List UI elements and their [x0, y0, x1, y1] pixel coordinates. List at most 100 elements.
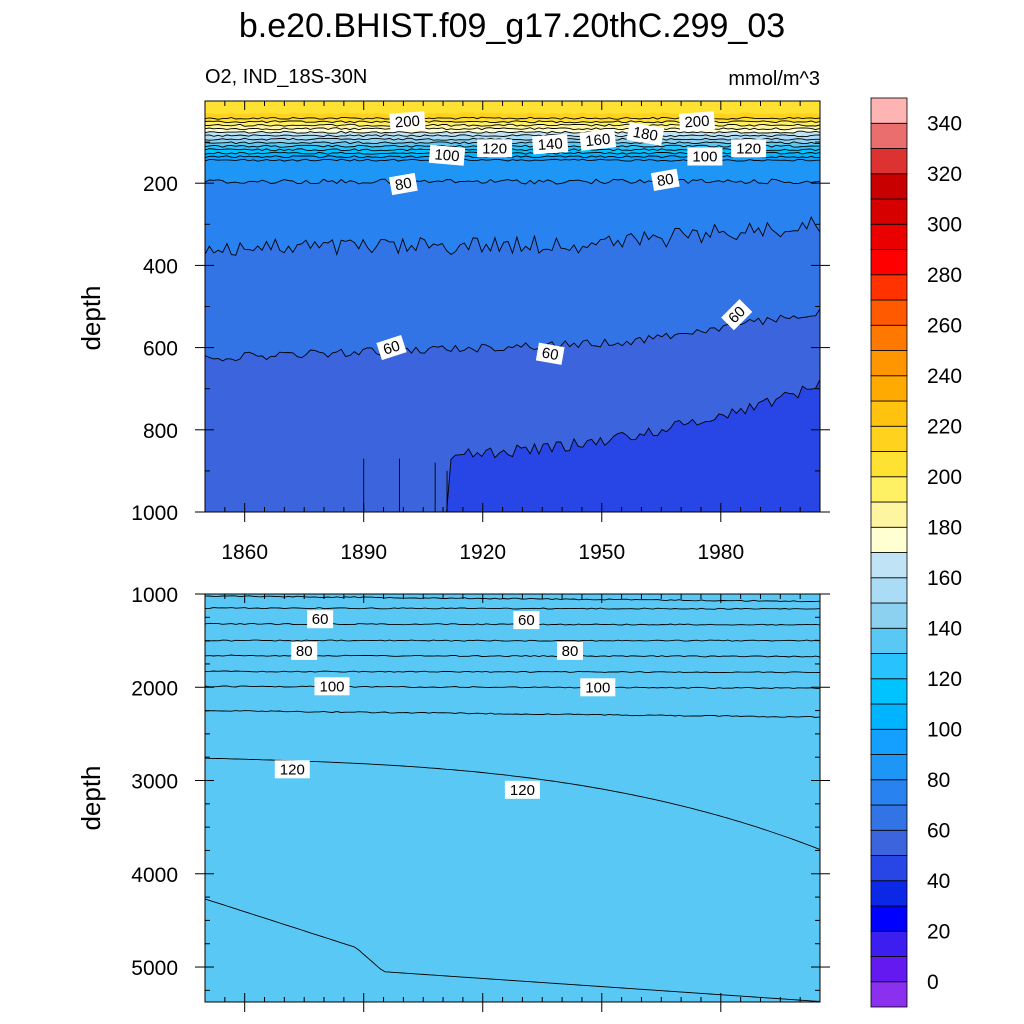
colorbar-swatch	[870, 97, 908, 124]
contour-label: 120	[504, 780, 540, 799]
colorbar-swatch	[870, 829, 908, 856]
colorbar-swatch	[870, 855, 908, 882]
contour-label-text: 100	[692, 149, 717, 166]
colorbar-swatch	[870, 400, 908, 427]
contour-label: 60	[535, 342, 565, 365]
contour-label-text: 160	[585, 131, 612, 151]
colorbar-swatch	[870, 627, 908, 654]
contour-label-text: 140	[537, 135, 563, 154]
contour-line	[205, 607, 821, 610]
colorbar-label: 60	[927, 819, 950, 842]
upper-contour-lines	[204, 116, 821, 513]
contour-label: 80	[389, 172, 418, 196]
contour-label: 60	[307, 610, 334, 629]
colorbar-swatch	[870, 476, 908, 503]
contour-line	[204, 141, 821, 145]
colorbar-label: 100	[927, 718, 962, 741]
contour-label-text: 120	[510, 782, 535, 799]
colorbar-label: 300	[927, 213, 962, 236]
lower-panel: 60 60 80 80 100 100 120 120 1000 2000 3000 4000 500…	[76, 584, 830, 1012]
colorbar-swatch	[870, 703, 908, 730]
contour-line	[204, 120, 821, 124]
contour-label-text: 60	[518, 612, 535, 629]
colorbar-label: 220	[927, 415, 962, 438]
colorbar-swatch	[870, 173, 908, 200]
contour-label: 180	[626, 121, 665, 146]
contour-label: 100	[314, 677, 350, 696]
y-tick-label: 200	[143, 173, 178, 196]
colorbar-swatch	[870, 324, 908, 351]
contour-label-text: 60	[312, 611, 329, 628]
lower-plot-frame	[204, 593, 821, 1003]
colorbar: 0 20 40 60 80 100 120 140 160 180 200 220 240 260 280 3…	[870, 97, 962, 1008]
contour-label: 200	[678, 111, 716, 132]
contour-line	[204, 308, 821, 362]
contour-label-text: 80	[562, 643, 579, 660]
contour-label: 80	[557, 641, 583, 660]
contour-label-text: 180	[632, 124, 660, 145]
upper-y-axis-label: depth	[76, 285, 106, 350]
colorbar-label: 320	[927, 163, 962, 186]
colorbar-swatch	[870, 299, 908, 326]
colorbar-swatch	[870, 804, 908, 831]
colorbar-label: 200	[927, 466, 962, 489]
colorbar-swatch	[870, 425, 908, 452]
contour-line	[204, 144, 820, 148]
x-tick-label: 1860	[221, 541, 268, 564]
contour-line	[204, 216, 821, 257]
upper-panel: 200 200 180 160 140 120 120 100 100 80 80 60 60 60 18…	[76, 100, 830, 564]
contour-line	[205, 123, 821, 127]
contour-label: 80	[291, 641, 318, 660]
x-tick-label: 1890	[340, 541, 387, 564]
contour-label-text: 60	[540, 344, 559, 364]
colorbar-swatch	[870, 956, 908, 983]
y-tick-label: 800	[143, 420, 178, 443]
upper-contour-fills	[205, 101, 820, 512]
colorbar-swatch	[870, 223, 908, 250]
contour-line	[204, 670, 821, 674]
colorbar-label: 0	[927, 971, 939, 994]
colorbar-label: 280	[927, 264, 962, 287]
y-tick-label: 5000	[131, 957, 178, 980]
x-tick-label: 1950	[578, 541, 625, 564]
colorbar-swatch	[870, 350, 908, 377]
units-label: mmol/m^3	[728, 68, 820, 90]
lower-y-axis-label: depth	[76, 765, 106, 830]
contour-label: 100	[580, 678, 616, 697]
colorbar-swatch	[870, 728, 908, 755]
contour-line	[204, 898, 821, 1002]
contour-line	[204, 639, 821, 642]
contour-line	[204, 595, 821, 603]
colorbar-swatch	[870, 577, 908, 604]
colorbar-label: 40	[927, 870, 950, 893]
colorbar-label: 120	[927, 668, 962, 691]
contour-label: 140	[532, 134, 569, 155]
contour-label: 60	[376, 335, 407, 361]
contour-label-text: 120	[280, 761, 305, 778]
y-tick-label: 1000	[131, 584, 178, 607]
contour-label: 100	[428, 144, 466, 166]
contour-label: 120	[274, 760, 310, 779]
y-tick-label: 1000	[131, 502, 178, 525]
contour-line	[204, 134, 821, 138]
figure-title: b.e20.BHIST.f09_g17.20thC.299_03	[239, 7, 785, 45]
lower-contour-labels: 60 60 80 80 100 100 120 120	[274, 610, 616, 799]
colorbar-label: 260	[927, 314, 962, 337]
y-tick-label: 3000	[131, 771, 178, 794]
contour-label: 200	[389, 111, 426, 132]
contour-label-text: 100	[585, 679, 610, 696]
contour-label-text: 100	[434, 146, 460, 165]
contour-label-text: 60	[381, 337, 402, 358]
y-tick-label: 600	[143, 338, 178, 361]
contour-line	[204, 710, 821, 718]
colorbar-swatch	[870, 754, 908, 781]
y-tick-label: 400	[143, 255, 178, 278]
colorbar-swatch	[870, 602, 908, 629]
colorbar-swatch	[870, 198, 908, 225]
contour-line	[204, 178, 821, 185]
colorbar-swatch	[870, 779, 908, 806]
y-tick-label: 2000	[131, 677, 178, 700]
contour-line	[204, 137, 820, 141]
contour-line	[204, 685, 821, 690]
colorbar-swatch	[870, 375, 908, 402]
